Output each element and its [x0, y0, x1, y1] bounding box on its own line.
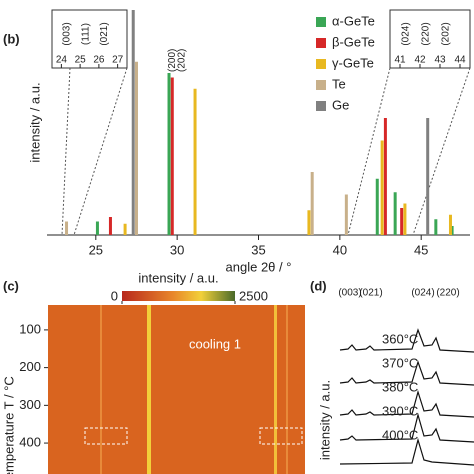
inset-peak-label: (021) — [99, 22, 110, 45]
legend-swatch — [316, 38, 326, 48]
stick — [108, 217, 112, 235]
heatmap — [48, 305, 305, 474]
roi — [259, 427, 303, 445]
legend-label: Te — [332, 76, 346, 91]
inset-tick-label: 41 — [394, 55, 406, 66]
legend-swatch — [316, 101, 326, 111]
inset-tick-label: 43 — [434, 55, 446, 66]
colorbar-label: intensity / a.u. — [138, 270, 218, 285]
inset-tick-label: 26 — [93, 55, 105, 66]
y-axis-label: temperature T / °C — [1, 376, 16, 474]
legend-label: γ-GeTe — [332, 55, 374, 70]
colorbar-tick-label: 2500 — [239, 288, 268, 303]
inset-peak-label: (111) — [80, 23, 91, 45]
band — [274, 305, 277, 474]
stick — [448, 214, 452, 235]
temperature-label: 400°C — [382, 427, 418, 442]
stick — [403, 203, 407, 235]
y-axis-label: intensity / a.u. — [317, 380, 332, 460]
temperature-label: 390°C — [382, 403, 418, 418]
inset-peak-label: (202) — [441, 22, 452, 45]
inset-tick-label: 42 — [414, 55, 426, 66]
panel-label: (d) — [310, 278, 327, 293]
temperature-label: 380°C — [382, 379, 418, 394]
inset-tick-label: 27 — [112, 55, 124, 66]
legend-swatch — [316, 80, 326, 90]
peak-label: (003) — [338, 288, 361, 299]
inset-tick-label: 44 — [454, 55, 466, 66]
legend-swatch — [316, 17, 326, 27]
x-axis-label: angle 2θ / ° — [226, 259, 292, 274]
x-tick-label: 25 — [89, 242, 103, 257]
peak-label: (021) — [359, 288, 382, 299]
stick — [307, 210, 311, 235]
colorbar-tick-label: 0 — [111, 288, 118, 303]
peak-label: (024) — [411, 288, 434, 299]
inset-peak-label: (220) — [421, 22, 432, 45]
legend-swatch — [316, 59, 326, 69]
stick — [65, 221, 69, 235]
legend-label: β-GeTe — [332, 34, 375, 49]
temperature-label: 360°C — [382, 331, 418, 346]
x-tick-label: 30 — [170, 242, 184, 257]
x-tick-label: 45 — [414, 242, 428, 257]
inset-connector — [61, 67, 471, 236]
stick — [393, 192, 397, 235]
band — [100, 305, 102, 474]
stick — [123, 223, 127, 235]
stick — [95, 221, 99, 235]
stick — [434, 219, 438, 235]
inset-frame — [389, 9, 471, 69]
y-tick-label: 400 — [19, 435, 41, 450]
x-tick-label: 40 — [333, 242, 347, 257]
stick — [310, 172, 314, 235]
panel-label: (b) — [3, 31, 20, 46]
peak-label: (202) — [177, 49, 188, 72]
y-tick-label: 100 — [19, 321, 41, 336]
stick — [344, 194, 348, 235]
stick — [131, 10, 135, 235]
stick — [375, 178, 379, 235]
inset-tick-label: 24 — [56, 55, 68, 66]
colorbar — [122, 291, 235, 301]
y-tick-label: 200 — [19, 359, 41, 374]
stick — [134, 61, 138, 235]
panel-label: (c) — [3, 278, 19, 293]
stick — [400, 208, 404, 235]
stick — [380, 140, 384, 235]
band — [286, 305, 288, 474]
band — [147, 305, 151, 474]
peak-label: (220) — [436, 288, 459, 299]
legend-label: Ge — [332, 97, 349, 112]
annotation: cooling 1 — [189, 336, 241, 351]
temperature-label: 370°C — [382, 355, 418, 370]
inset-peak-label: (024) — [401, 22, 412, 45]
stick — [450, 226, 454, 235]
legend-label: α-GeTe — [332, 13, 375, 28]
trace — [339, 328, 474, 466]
stick — [193, 88, 197, 235]
roi — [84, 427, 128, 445]
y-axis-label: intensity / a.u. — [27, 82, 42, 162]
inset-frame — [51, 9, 128, 69]
y-tick-label: 300 — [19, 397, 41, 412]
inset-peak-label: (003) — [62, 22, 73, 45]
peak-label: (200) — [167, 49, 178, 72]
stick — [170, 77, 174, 235]
stick — [383, 118, 387, 235]
stick — [426, 118, 430, 235]
stick — [167, 73, 171, 235]
inset-tick-label: 25 — [75, 55, 87, 66]
x-tick-label: 35 — [251, 242, 265, 257]
